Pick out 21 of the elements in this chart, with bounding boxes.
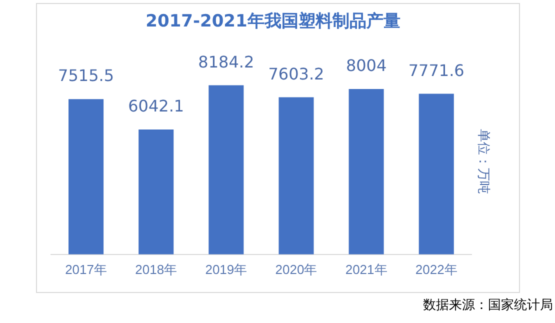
x-tick-label: 2019年	[205, 262, 248, 277]
bar	[138, 130, 174, 254]
bar	[418, 94, 454, 254]
bar	[68, 99, 104, 254]
x-tick-label: 2022年	[415, 262, 458, 277]
y-axis-title: 单位：万吨	[476, 128, 492, 194]
source-note: 数据来源：国家统计局	[423, 297, 553, 314]
x-tick-label: 2021年	[345, 262, 388, 277]
data-label: 7603.2	[268, 64, 324, 84]
data-label: 7771.6	[408, 60, 464, 80]
chart-title: 2017-2021年我国塑料制品产量	[146, 10, 400, 32]
x-tick-label: 2017年	[65, 262, 107, 277]
data-label: 8184.2	[198, 52, 254, 72]
data-label: 6042.1	[128, 96, 184, 116]
x-tick-label: 2020年	[275, 262, 318, 277]
data-label: 7515.5	[58, 66, 114, 86]
data-label: 8004	[346, 56, 387, 76]
bar	[348, 88, 384, 254]
bar	[278, 97, 314, 254]
bar	[208, 85, 244, 254]
x-tick-label: 2018年	[135, 262, 178, 277]
